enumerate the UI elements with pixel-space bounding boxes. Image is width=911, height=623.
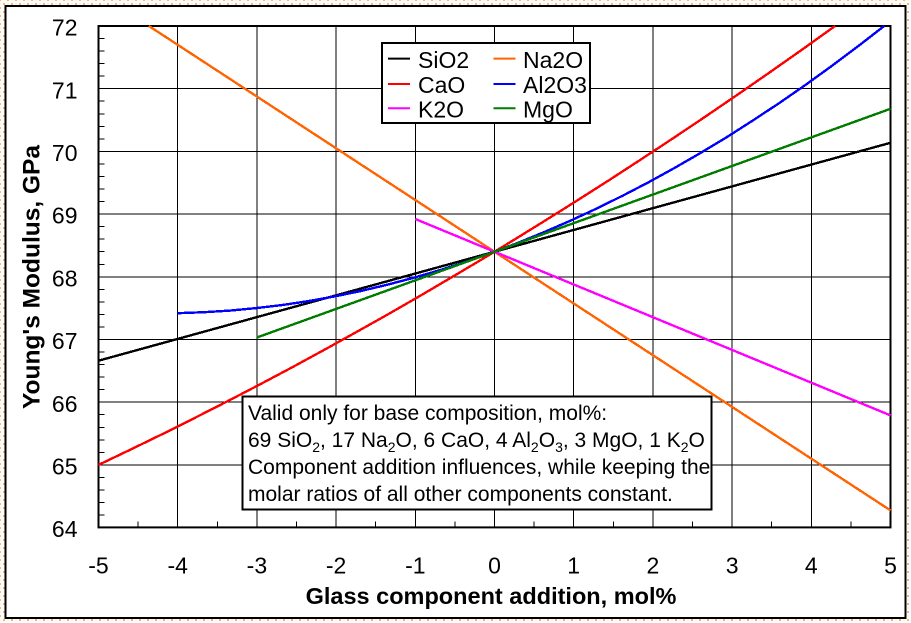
svg-text:72: 72: [52, 15, 78, 41]
svg-text:SiO2: SiO2: [418, 47, 469, 73]
svg-text:3: 3: [726, 553, 739, 579]
svg-text:67: 67: [52, 328, 78, 354]
svg-text:-5: -5: [88, 553, 108, 579]
svg-text:64: 64: [52, 516, 78, 542]
svg-text:65: 65: [52, 454, 78, 480]
svg-text:Glass component addition, mol%: Glass component addition, mol%: [306, 583, 677, 609]
svg-text:70: 70: [52, 140, 78, 166]
svg-text:Na2O: Na2O: [523, 47, 583, 73]
svg-text:-4: -4: [167, 553, 188, 579]
svg-text:2: 2: [647, 553, 660, 579]
svg-text:Component addition influences,: Component addition influences, while kee…: [248, 456, 710, 479]
svg-text:-3: -3: [247, 553, 267, 579]
svg-text:Valid only for base compositio: Valid only for base composition, mol%:: [248, 402, 607, 425]
svg-text:1: 1: [567, 553, 580, 579]
svg-text:-1: -1: [405, 553, 425, 579]
svg-text:molar ratios of all other comp: molar ratios of all other components con…: [248, 483, 673, 506]
svg-text:Young's Modulus, GPa: Young's Modulus, GPa: [19, 145, 46, 409]
svg-text:66: 66: [52, 391, 78, 417]
svg-text:Al2O3: Al2O3: [523, 72, 587, 98]
svg-text:69: 69: [52, 203, 78, 229]
svg-text:69 SiO2, 17 Na2O, 6 CaO, 4 Al2: 69 SiO2, 17 Na2O, 6 CaO, 4 Al2O3, 3 MgO,…: [248, 429, 705, 455]
svg-text:68: 68: [52, 265, 78, 291]
svg-text:CaO: CaO: [418, 72, 465, 98]
svg-text:0: 0: [488, 553, 501, 579]
svg-text:K2O: K2O: [418, 97, 464, 123]
svg-text:5: 5: [884, 553, 897, 579]
svg-text:-2: -2: [326, 553, 346, 579]
svg-text:MgO: MgO: [523, 97, 573, 123]
svg-text:71: 71: [52, 77, 78, 103]
svg-text:4: 4: [805, 553, 818, 579]
